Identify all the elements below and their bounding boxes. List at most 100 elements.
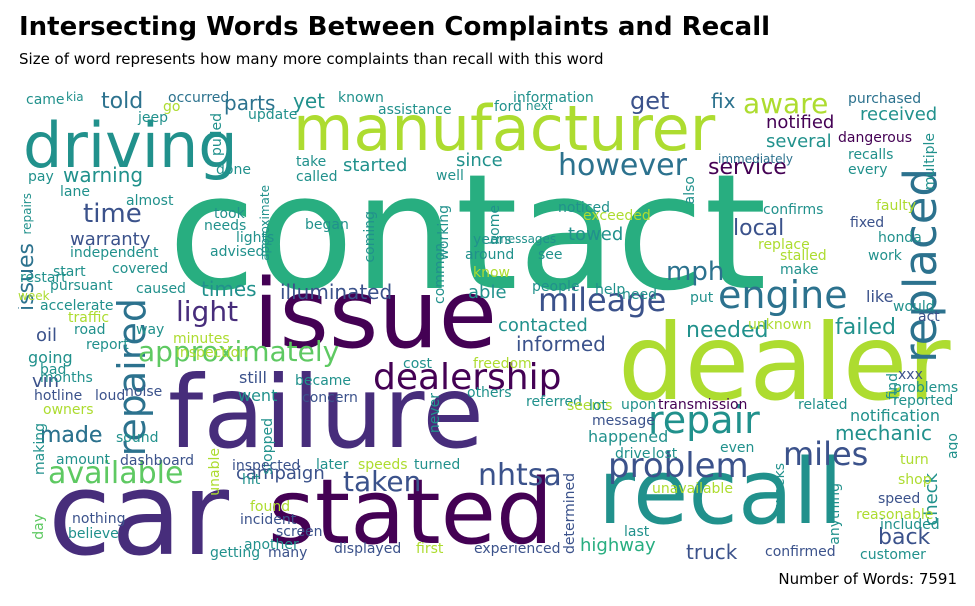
cloud-word: xxx — [898, 367, 923, 383]
cloud-word: later — [316, 457, 349, 473]
cloud-word: turn — [900, 452, 929, 468]
cloud-word: ago — [945, 433, 958, 460]
cloud-word: amount — [56, 452, 111, 468]
cloud-word: cost — [403, 356, 433, 372]
cloud-word: going — [28, 348, 73, 367]
cloud-word: even — [720, 440, 755, 456]
cloud-word: getting — [210, 545, 261, 561]
cloud-word: last — [624, 524, 650, 540]
cloud-word: service — [708, 155, 787, 180]
cloud-word: transmission — [658, 397, 748, 413]
cloud-word: put — [690, 290, 714, 306]
cloud-word: made — [40, 423, 103, 448]
cloud-word: purchased — [848, 91, 922, 107]
cloud-word: know — [473, 265, 510, 281]
cloud-word: fixed — [850, 215, 885, 231]
cloud-word: would — [893, 299, 935, 315]
cloud-word: displayed — [334, 541, 402, 557]
cloud-word: act — [918, 309, 940, 325]
cloud-word: local — [733, 216, 785, 241]
cloud-word: went — [238, 386, 278, 405]
cloud-word: vin — [32, 371, 60, 392]
cloud-word: sound — [116, 430, 159, 446]
cloud-word: oil — [36, 325, 58, 346]
cloud-word: people — [532, 279, 580, 295]
cloud-word: several — [766, 131, 832, 152]
cloud-word: speeds — [358, 457, 408, 473]
cloud-word: turned — [414, 457, 461, 473]
cloud-word: kia — [66, 90, 84, 104]
cloud-word: information — [513, 90, 594, 106]
cloud-word: failed — [835, 315, 896, 340]
cloud-word: found — [250, 499, 291, 515]
word-cloud: contact dealer issue failure car stated recall… — [18, 83, 958, 568]
cloud-word: making — [32, 423, 48, 475]
cloud-word: working — [436, 205, 452, 261]
cloud-word: notification — [850, 406, 940, 425]
cloud-word: go — [163, 99, 181, 115]
cloud-word: problems — [893, 380, 958, 396]
cloud-word: replace — [758, 237, 810, 253]
cloud-word: help — [595, 282, 626, 298]
cloud-word: loud — [95, 388, 126, 404]
cloud-word: lost — [652, 446, 678, 462]
cloud-word: repair — [648, 398, 760, 442]
cloud-word: happened — [588, 427, 669, 446]
cloud-word: unable — [207, 448, 223, 496]
cloud-word: nhtsa — [478, 458, 562, 493]
cloud-word: many — [268, 545, 308, 561]
cloud-word: upon — [621, 397, 657, 413]
cloud-word: car — [48, 448, 229, 569]
cloud-word: back — [878, 525, 931, 550]
cloud-word: caused — [136, 281, 186, 297]
cloud-word: speed — [878, 491, 921, 507]
cloud-word: also — [682, 176, 698, 205]
cloud-word: received — [860, 104, 938, 125]
cloud-word: seems — [567, 398, 613, 414]
cloud-word: recalls — [848, 147, 894, 163]
cloud-word: available — [48, 456, 184, 491]
cloud-word: informed — [516, 332, 606, 356]
cloud-word: engine — [718, 273, 848, 317]
cloud-word: came — [26, 92, 65, 108]
cloud-word: find — [885, 373, 901, 400]
cloud-word: times — [201, 277, 257, 301]
cloud-word: pay — [28, 169, 54, 185]
cloud-word: week — [18, 289, 50, 303]
cloud-word: illuminated — [280, 280, 393, 304]
cloud-word: like — [866, 287, 894, 306]
cloud-word: unavailable — [652, 481, 733, 497]
cloud-word: dashboard — [120, 453, 195, 469]
cloud-word: confirms — [763, 202, 824, 218]
cloud-word: parts — [224, 91, 276, 115]
cloud-word: advised — [210, 244, 265, 260]
cloud-word: exceeded — [583, 208, 651, 224]
cloud-word: take — [296, 154, 327, 170]
cloud-word: screen — [276, 524, 323, 540]
cloud-word: occurred — [168, 90, 230, 106]
cloud-word: included — [880, 517, 940, 533]
cloud-word: owners — [43, 402, 94, 418]
cloud-word: way — [136, 322, 165, 338]
cloud-word: traffic — [68, 310, 110, 326]
cloud-word: start — [53, 264, 86, 280]
cloud-word: lane — [60, 184, 90, 200]
cloud-word: anything — [827, 483, 843, 545]
cloud-word: ford — [494, 99, 522, 115]
cloud-word: towed — [568, 224, 624, 245]
cloud-word: failure — [168, 354, 484, 471]
cloud-word: covered — [112, 261, 169, 277]
cloud-word: honda — [878, 230, 922, 246]
cloud-word: around — [465, 247, 515, 263]
cloud-word: assistance — [378, 102, 452, 118]
cloud-word: concern — [302, 390, 358, 406]
cloud-word: began — [305, 217, 349, 233]
cloud-word: accelerate — [40, 298, 114, 314]
cloud-word: needs — [204, 218, 247, 234]
cloud-word: messages — [496, 232, 557, 246]
cloud-word: mileage — [538, 281, 667, 319]
cloud-word: contact — [168, 139, 767, 326]
cloud-word: told — [101, 89, 144, 114]
cloud-word: problem — [608, 446, 749, 486]
cloud-word: however — [558, 148, 687, 183]
